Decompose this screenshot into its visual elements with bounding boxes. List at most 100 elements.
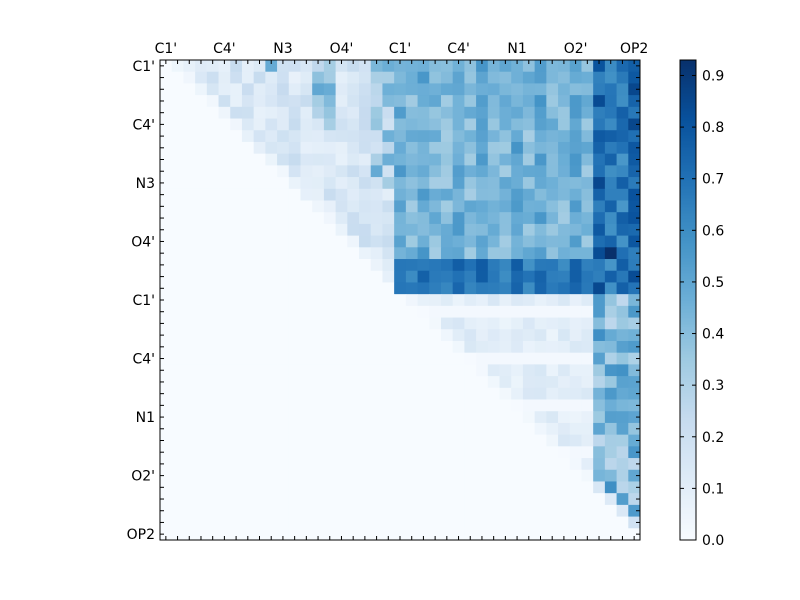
heatmap-cell bbox=[323, 329, 337, 342]
heatmap-cell bbox=[277, 141, 290, 155]
heatmap-cell bbox=[183, 282, 196, 295]
heatmap-cell bbox=[253, 399, 266, 412]
y-tick-label: O4' bbox=[131, 234, 155, 250]
heatmap-cell bbox=[382, 528, 395, 541]
heatmap-cell bbox=[183, 259, 196, 272]
heatmap-cell bbox=[288, 376, 301, 389]
heatmap-cell bbox=[511, 106, 524, 119]
colorbar-segment bbox=[680, 282, 696, 286]
heatmap-cell bbox=[370, 516, 383, 529]
heatmap-cell bbox=[628, 493, 641, 506]
heatmap-cell bbox=[593, 305, 606, 318]
heatmap-cell bbox=[581, 153, 594, 166]
heatmap-cell bbox=[604, 305, 617, 318]
heatmap-cell bbox=[546, 188, 559, 201]
heatmap-cell bbox=[558, 305, 571, 318]
heatmap-cell bbox=[593, 71, 606, 84]
heatmap-cell bbox=[277, 165, 290, 178]
colorbar-segment bbox=[680, 78, 696, 82]
heatmap-cell bbox=[253, 481, 266, 494]
heatmap-cell bbox=[230, 83, 243, 96]
heatmap-cell bbox=[288, 200, 301, 213]
heatmap-cell bbox=[499, 399, 512, 412]
heatmap-cell bbox=[230, 212, 243, 225]
heatmap-cell bbox=[581, 200, 594, 213]
heatmap-cell bbox=[241, 528, 255, 541]
heatmap-cell bbox=[277, 200, 290, 213]
heatmap-cell bbox=[569, 247, 582, 260]
heatmap-cell bbox=[604, 364, 617, 377]
heatmap-cell bbox=[230, 434, 243, 447]
heatmap-cell bbox=[382, 376, 395, 389]
heatmap-cell bbox=[382, 188, 395, 201]
heatmap-cell bbox=[522, 200, 536, 213]
heatmap-cell bbox=[335, 493, 348, 506]
heatmap-cell bbox=[429, 387, 442, 400]
heatmap-cell bbox=[569, 516, 582, 529]
colorbar-segment bbox=[680, 360, 696, 364]
heatmap-cell bbox=[370, 141, 383, 155]
heatmap-cell bbox=[288, 71, 301, 84]
heatmap-cell bbox=[440, 387, 454, 400]
colorbar-segment bbox=[680, 255, 696, 259]
heatmap-cell bbox=[160, 83, 173, 96]
colorbar-segment bbox=[680, 483, 696, 487]
colorbar-segment bbox=[680, 297, 696, 301]
heatmap-cell bbox=[171, 469, 184, 482]
colorbar-segment bbox=[680, 432, 696, 436]
heatmap-cell bbox=[417, 165, 430, 178]
heatmap-cell bbox=[312, 60, 325, 73]
heatmap-cell bbox=[312, 212, 325, 225]
heatmap-cell bbox=[534, 387, 547, 400]
heatmap-cell bbox=[581, 446, 594, 459]
heatmap-cell bbox=[628, 235, 641, 248]
heatmap-cell bbox=[195, 235, 208, 248]
heatmap-cell bbox=[382, 399, 395, 412]
heatmap-cell bbox=[183, 247, 196, 260]
heatmap-cell bbox=[347, 458, 360, 471]
heatmap-cell bbox=[160, 528, 173, 541]
heatmap-cell bbox=[569, 481, 582, 494]
heatmap-cell bbox=[511, 340, 524, 354]
heatmap-cell bbox=[195, 141, 208, 155]
heatmap-cell bbox=[499, 177, 512, 190]
heatmap-cell bbox=[347, 106, 360, 119]
heatmap-cell bbox=[347, 200, 360, 213]
heatmap-cell bbox=[499, 282, 512, 295]
heatmap-cell bbox=[440, 83, 454, 96]
heatmap-cell bbox=[417, 270, 430, 283]
heatmap-cell bbox=[277, 247, 290, 260]
heatmap-cell bbox=[160, 282, 173, 295]
heatmap-cell bbox=[206, 411, 219, 424]
heatmap-cell bbox=[499, 153, 512, 166]
heatmap-cell bbox=[288, 177, 301, 190]
heatmap-cell bbox=[370, 481, 383, 494]
heatmap-cell bbox=[382, 504, 395, 517]
colorbar-segment bbox=[680, 87, 696, 91]
heatmap-cell bbox=[253, 340, 266, 354]
heatmap-cell bbox=[171, 352, 184, 365]
heatmap-cell bbox=[569, 165, 582, 178]
heatmap-cell bbox=[604, 376, 617, 389]
heatmap-cell bbox=[616, 270, 629, 283]
heatmap-cell bbox=[195, 422, 208, 436]
heatmap-cell bbox=[335, 141, 348, 155]
heatmap-cell bbox=[335, 200, 348, 213]
colorbar-segment bbox=[680, 453, 696, 457]
heatmap-cell bbox=[394, 387, 407, 400]
heatmap-cell bbox=[370, 153, 383, 166]
heatmap-cell bbox=[218, 399, 231, 412]
heatmap-cell bbox=[160, 305, 173, 318]
heatmap-cell bbox=[218, 177, 231, 190]
heatmap-cell bbox=[288, 493, 301, 506]
heatmap-cell bbox=[335, 223, 348, 237]
heatmap-cell bbox=[499, 200, 512, 213]
heatmap-cell bbox=[511, 223, 524, 237]
heatmap-cell bbox=[417, 458, 430, 471]
x-tick-label: C1' bbox=[389, 41, 412, 57]
heatmap-cell bbox=[440, 493, 454, 506]
heatmap-cell bbox=[312, 376, 325, 389]
heatmap-cell bbox=[429, 130, 442, 143]
heatmap-cell bbox=[464, 118, 477, 131]
heatmap-cell bbox=[487, 469, 500, 482]
